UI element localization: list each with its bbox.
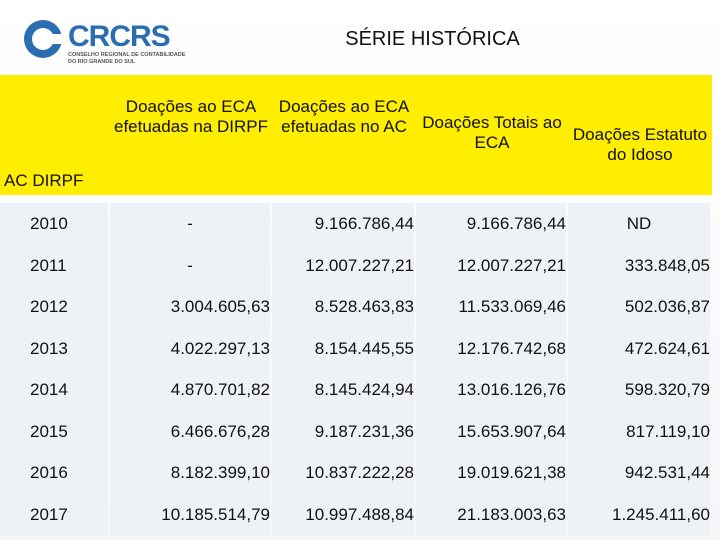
value-cell: 942.531,44: [568, 452, 710, 494]
year-cell: 2012: [0, 286, 108, 328]
year-cell: 2017: [0, 493, 108, 536]
value-cell: 333.848,05: [568, 244, 710, 287]
header-cell: Doações Estatuto do Idoso: [568, 75, 712, 195]
value-cell: 598.320,79: [568, 369, 710, 411]
value-cell: 817.119,10: [568, 410, 710, 453]
year-cell: 2010: [0, 203, 108, 245]
logo-subtitle: CONSELHO REGIONAL DE CONTABILIDADE: [68, 52, 186, 58]
value-cell: 13.016.126,76: [416, 369, 566, 411]
value-cell: 9.166.786,44: [272, 203, 414, 245]
value-cell: 4.870.701,82: [110, 369, 270, 411]
logo: CRCRS CONSELHO REGIONAL DE CONTABILIDADE…: [22, 14, 222, 65]
logo-name: CRCRS: [68, 20, 171, 53]
value-cell: 10.997.488,84: [272, 493, 414, 536]
year-cell: 2015: [0, 410, 108, 453]
value-cell: 502.036,87: [568, 286, 710, 328]
header-cell: Doações Totais ao ECA: [416, 75, 568, 195]
logo-icon: [24, 20, 63, 58]
value-cell: 8.154.445,55: [272, 327, 414, 370]
value-cell: 3.004.605,63: [110, 286, 270, 328]
value-cell: 9.187.231,36: [272, 410, 414, 453]
header-cell: Doações ao ECA efetuadas no AC: [272, 75, 416, 195]
year-cell: 2014: [0, 369, 108, 411]
title: SÉRIE HISTÓRICA: [345, 28, 520, 50]
value-cell: 12.007.227,21: [272, 244, 414, 287]
header-cell: Doações ao ECA efetuadas na DIRPF: [110, 75, 272, 195]
value-cell: 8.145.424,94: [272, 369, 414, 411]
value-cell: -: [110, 203, 270, 245]
year-cell: 2013: [0, 327, 108, 370]
year-cell: 2016: [0, 452, 108, 494]
value-cell: 12.007.227,21: [416, 244, 566, 287]
value-cell: 19.019.621,38: [416, 452, 566, 494]
value-cell: 472.624,61: [568, 327, 710, 370]
value-cell: 8.528.463,83: [272, 286, 414, 328]
value-cell: ND: [568, 203, 710, 245]
value-cell: 1.245.411,60: [568, 493, 710, 536]
header-cell: AC DIRPF: [0, 75, 110, 195]
value-cell: 10.837.222,28: [272, 452, 414, 494]
value-cell: 11.533.069,46: [416, 286, 566, 328]
year-cell: 2011: [0, 244, 108, 287]
value-cell: 10.185.514,79: [110, 493, 270, 536]
value-cell: 21.183.003,63: [416, 493, 566, 536]
logo-subtitle: DO RIO GRANDE DO SUL: [68, 59, 136, 65]
value-cell: 9.166.786,44: [416, 203, 566, 245]
value-cell: 15.653.907,64: [416, 410, 566, 453]
value-cell: 8.182.399,10: [110, 452, 270, 494]
value-cell: -: [110, 244, 270, 287]
value-cell: 6.466.676,28: [110, 410, 270, 453]
value-cell: 12.176.742,68: [416, 327, 566, 370]
value-cell: 4.022.297,13: [110, 327, 270, 370]
